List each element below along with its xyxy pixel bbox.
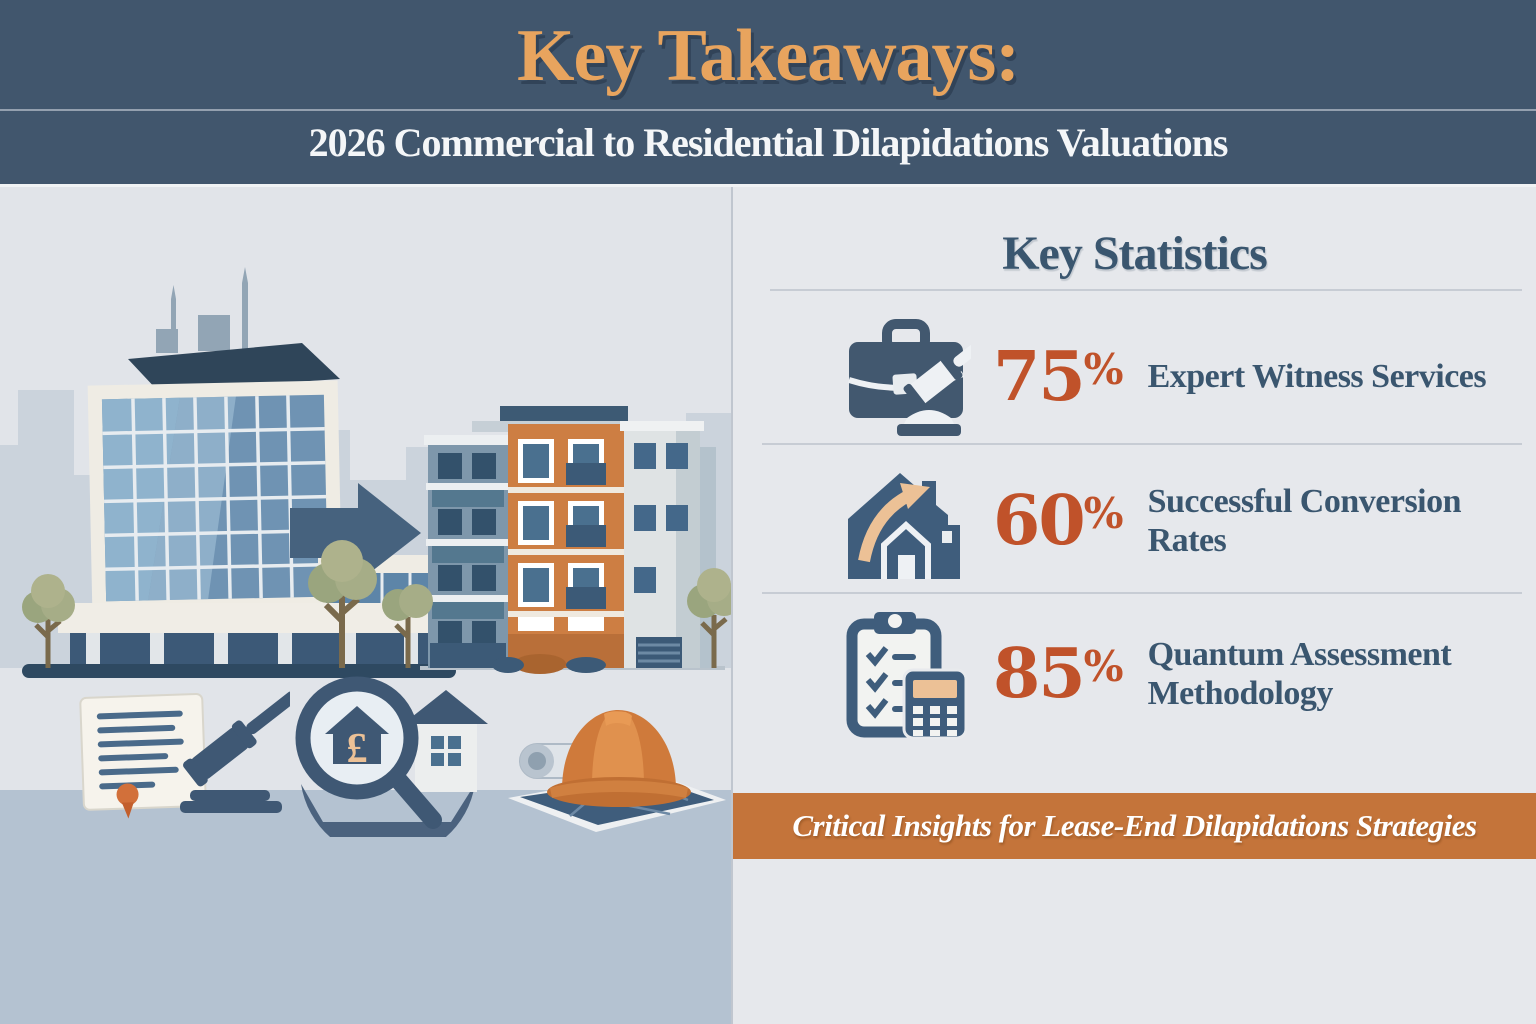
stat-label: Quantum Assessment Methodology [1147, 635, 1452, 712]
commercial-building [22, 267, 456, 678]
tree-icon [382, 584, 433, 668]
pound-symbol: £ [347, 726, 368, 772]
stat-label: Successful Conversion Rates [1147, 482, 1462, 559]
antenna-icon [156, 267, 248, 353]
stats-divider [762, 443, 1522, 445]
house-growth-icon [831, 461, 981, 581]
stats-divider [770, 289, 1522, 291]
stat-row: 75% Expert Witness Services [733, 312, 1536, 442]
gavel-icon [180, 691, 290, 813]
stats-panel [733, 187, 1536, 1024]
residential-building [420, 406, 725, 674]
panel-divider [731, 187, 733, 1024]
header: Key Takeaways: 2026 Commercial to Reside… [0, 0, 1536, 187]
briefcase-gavel-icon [831, 318, 981, 436]
page-title: Key Takeaways: [516, 15, 1020, 97]
hardhat-blueprint-icon [508, 710, 726, 832]
stat-label: Expert Witness Services [1147, 358, 1487, 396]
tree-icon [687, 568, 731, 668]
tree-icon [308, 540, 377, 668]
stats-heading: Key Statistics [1002, 227, 1268, 280]
insights-banner: Critical Insights for Lease-End Dilapida… [733, 793, 1536, 859]
magnifying-glass-icon: £ [295, 676, 442, 829]
contract-gavel-icon [79, 691, 290, 819]
magnifier-house-icon: £ [295, 676, 488, 837]
stat-value: 60% [993, 481, 1124, 561]
stat-value: 75% [993, 337, 1124, 417]
conversion-scene [0, 267, 731, 678]
stat-row: 60% Successful Conversion Rates [733, 452, 1536, 590]
hardhat-icon [547, 710, 691, 807]
clipboard-calculator-icon [831, 608, 981, 740]
header-divider [0, 109, 1536, 111]
banner-text: Critical Insights for Lease-End Dilapida… [792, 808, 1477, 843]
page-subtitle: 2026 Commercial to Residential Dilapidat… [308, 120, 1229, 165]
stats-divider [762, 592, 1522, 594]
stat-row: 85% Quantum Assessment Methodology [733, 598, 1536, 750]
stat-value: 85% [993, 634, 1124, 714]
house-icon [403, 690, 488, 792]
tree-icon [22, 574, 75, 668]
